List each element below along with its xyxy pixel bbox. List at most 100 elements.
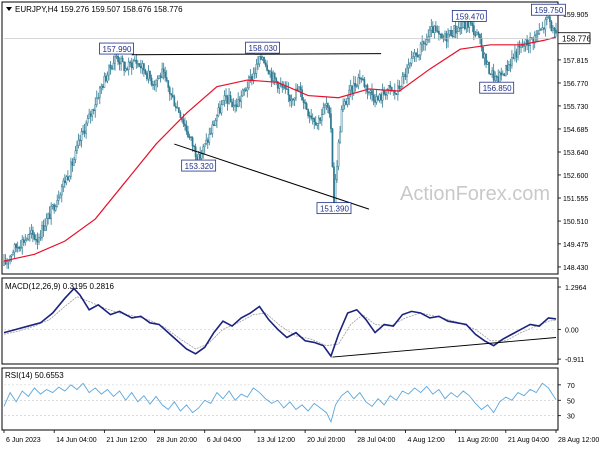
candle-body xyxy=(130,62,133,69)
candle-body xyxy=(51,204,54,207)
candle-body xyxy=(209,133,212,135)
candle-body xyxy=(162,68,165,73)
candle-body xyxy=(526,39,528,46)
candle-body xyxy=(232,105,235,108)
candle-body xyxy=(383,90,386,95)
candle-body xyxy=(111,67,113,70)
candle-body xyxy=(342,104,344,110)
candle-body xyxy=(213,124,215,126)
candle-body xyxy=(401,76,404,88)
candle-body xyxy=(106,74,109,82)
candle-body xyxy=(144,70,147,74)
candle-body xyxy=(143,63,145,71)
candle-body xyxy=(363,79,366,88)
candle-body xyxy=(159,75,162,78)
candle-body xyxy=(94,104,97,112)
candle-body xyxy=(187,131,189,137)
candle-body xyxy=(474,34,477,36)
candle-body xyxy=(147,70,150,80)
candle-body xyxy=(249,76,252,78)
candle-body xyxy=(237,99,240,107)
candle-body xyxy=(494,76,497,81)
candle-body xyxy=(30,230,33,234)
candle-body xyxy=(214,120,217,126)
candle-body xyxy=(491,70,493,75)
candle-body xyxy=(387,85,390,90)
candle-body xyxy=(331,128,334,168)
candle-body xyxy=(150,77,153,85)
candle-body xyxy=(547,16,550,18)
candle-body xyxy=(290,99,293,102)
candle-body xyxy=(47,213,49,219)
candle-body xyxy=(12,251,14,256)
price-tick-label: 154.685 xyxy=(563,127,588,134)
candle-body xyxy=(362,78,364,80)
price-trendlines xyxy=(4,38,556,210)
candle-body xyxy=(539,29,542,31)
candle-body xyxy=(462,21,465,28)
candle-body xyxy=(171,94,174,97)
candle-body xyxy=(276,81,279,89)
candle-body xyxy=(299,86,302,90)
candle-body xyxy=(316,123,319,126)
candle-body xyxy=(439,33,442,35)
level-label-box xyxy=(451,10,487,22)
candle-body xyxy=(451,35,454,37)
candle-body xyxy=(45,218,48,227)
candle-body xyxy=(330,113,332,129)
candle-body xyxy=(471,23,474,26)
candle-body xyxy=(337,141,340,167)
candle-body xyxy=(355,85,358,87)
candle-body xyxy=(307,109,309,116)
current-price-label: 158.776 xyxy=(562,35,591,44)
candle-body xyxy=(425,39,428,45)
candle-body xyxy=(79,139,81,142)
candle-body xyxy=(412,56,414,59)
candle-body xyxy=(416,54,419,58)
candle-body xyxy=(153,84,156,86)
candle-body xyxy=(518,45,521,48)
candle-body xyxy=(357,77,360,87)
candle-body xyxy=(275,78,278,82)
candle-body xyxy=(360,78,363,80)
candle-body xyxy=(431,26,434,33)
candle-body xyxy=(498,72,501,84)
level-label: 159.470 xyxy=(455,12,484,21)
candle-body xyxy=(222,100,224,105)
candle-body xyxy=(334,178,337,205)
rsi-tick-label: 30 xyxy=(567,414,575,421)
macd-y-axis: 1.2964 0.00 -0.911 xyxy=(558,285,587,364)
candle-body xyxy=(521,45,524,47)
candle-body xyxy=(453,25,455,37)
candle-body xyxy=(404,74,407,77)
candle-body xyxy=(170,93,173,96)
macd-panel-frame xyxy=(1,277,559,365)
price-tick-label: 152.600 xyxy=(563,173,588,180)
candle-body xyxy=(533,35,536,44)
price-trendline xyxy=(131,53,382,56)
candle-body xyxy=(226,96,229,104)
candle-body xyxy=(182,119,185,125)
candle-body xyxy=(205,139,208,144)
candle-body xyxy=(9,255,11,261)
candle-body xyxy=(413,52,416,57)
price-title-group: EURJPY,H4 159.276 159.507 158.676 158.77… xyxy=(6,5,183,14)
candle-body xyxy=(117,55,119,62)
candle-body xyxy=(333,166,335,205)
candle-body xyxy=(536,33,539,35)
candle-body xyxy=(123,61,125,71)
candle-body xyxy=(255,63,258,74)
candle-body xyxy=(529,37,531,46)
candle-body xyxy=(375,96,378,103)
macd-trendline xyxy=(332,337,557,358)
rsi-lines xyxy=(3,382,557,424)
candle-body xyxy=(3,260,5,266)
candle-body xyxy=(35,238,37,241)
candle-body xyxy=(112,62,115,70)
candle-body xyxy=(340,109,343,133)
price-tick-label: 149.475 xyxy=(563,242,588,249)
candle-body xyxy=(95,97,98,105)
candle-body xyxy=(176,107,179,109)
candle-body xyxy=(135,59,138,64)
candle-body xyxy=(314,121,317,126)
